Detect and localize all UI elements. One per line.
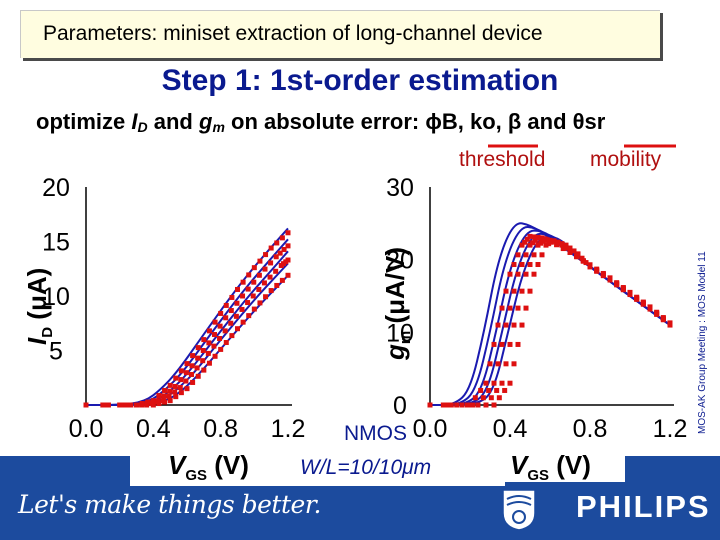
right-y-axis-label: gm (μA/V) [380, 247, 414, 361]
device-type: NMOS [344, 422, 407, 445]
left-x-axis-label: VGS (V) [168, 450, 249, 484]
left-y-axis-label: ID (μA) [22, 268, 56, 345]
right-x-axis-label: VGS (V) [510, 450, 591, 484]
device-geometry: W/L=10/10μm [300, 456, 431, 479]
